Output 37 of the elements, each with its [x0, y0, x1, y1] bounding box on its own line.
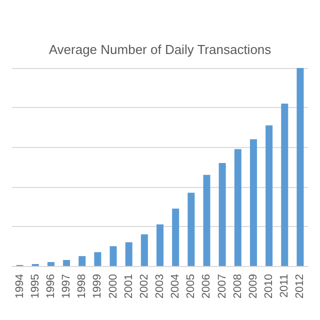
bar [125, 242, 132, 266]
bar [234, 149, 242, 266]
x-tick-label: 2000 [107, 274, 120, 298]
x-tick-label: 1994 [14, 274, 26, 298]
bar [281, 104, 288, 266]
x-tick-label: 1996 [44, 274, 57, 298]
x-tick-label: 2001 [122, 274, 135, 298]
bar [296, 68, 304, 266]
x-tick-label: 2006 [200, 274, 213, 298]
x-tick-label: 2008 [232, 274, 244, 298]
x-tick-label: 2005 [185, 274, 198, 298]
bar [94, 252, 102, 266]
x-tick-label: 2012 [294, 274, 306, 298]
x-tick-label: 1997 [60, 274, 73, 298]
bar [78, 256, 86, 266]
x-tick-label: 1998 [76, 274, 88, 298]
bar [110, 246, 117, 266]
x-tick-label: 2010 [263, 274, 276, 298]
bar [250, 139, 257, 266]
x-tick-label: 2009 [247, 274, 260, 298]
bar [266, 125, 273, 266]
bar [188, 192, 195, 266]
bar [140, 234, 148, 266]
bar [63, 260, 70, 266]
x-tick-label: 1995 [29, 274, 42, 298]
x-tick-label: 2011 [278, 274, 291, 298]
bar [218, 163, 226, 266]
x-tick-label: 2003 [154, 274, 166, 298]
x-tick-label: 2002 [138, 274, 150, 298]
bar [156, 224, 164, 266]
bar [47, 262, 54, 266]
x-tick-label: 1999 [92, 274, 104, 298]
x-tick-label: 2004 [170, 274, 182, 298]
bar [203, 174, 210, 266]
x-tick-label: 2007 [216, 274, 228, 298]
bar [172, 208, 180, 266]
chart-title: Average Number of Daily Transactions [48, 42, 272, 57]
